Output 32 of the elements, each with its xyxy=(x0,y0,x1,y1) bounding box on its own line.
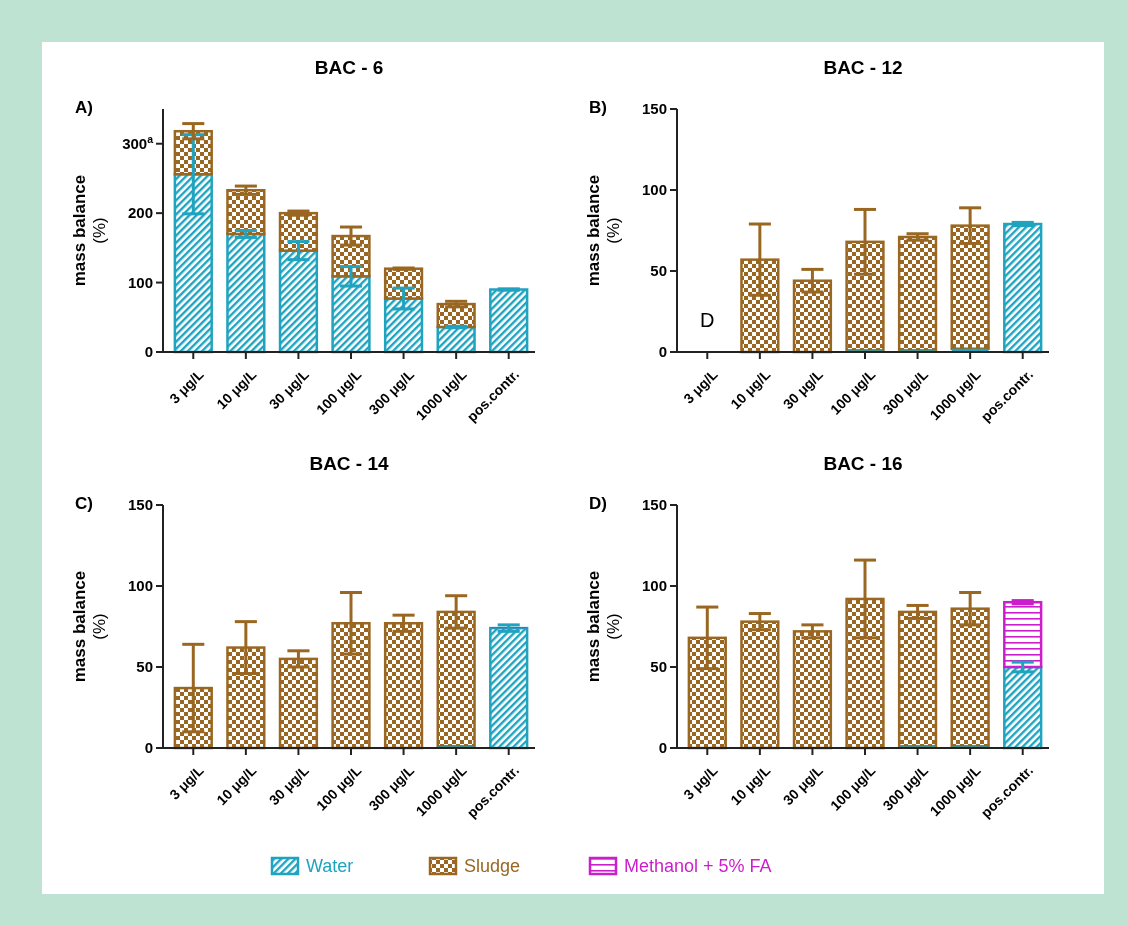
y-tick-label: 50 xyxy=(650,658,667,676)
annotation: D xyxy=(700,309,715,332)
y-tick-label: 100 xyxy=(641,181,667,199)
chart-title: BAC - 16 xyxy=(823,453,903,474)
y-tick-label: 50 xyxy=(136,658,153,676)
y-tick-label: 100 xyxy=(127,577,153,595)
legend-label: Methanol + 5% FA xyxy=(624,856,772,877)
text: D) xyxy=(589,494,607,513)
y-tick-label: 300$^{a}$ xyxy=(122,132,154,152)
y-axis-title: mass balance (%) xyxy=(584,570,623,683)
y-axis-title: mass balance (%) xyxy=(584,174,623,287)
chart-title: BAC - 12 xyxy=(823,57,903,78)
y-tick-label: 0 xyxy=(144,739,153,757)
y-tick-label: 0 xyxy=(658,343,667,361)
y-tick-label: 50 xyxy=(650,262,667,280)
y-axis-title: mass balance (%) xyxy=(70,570,109,683)
legend-label: Water xyxy=(306,856,354,877)
y-tick-label: 0 xyxy=(658,739,667,757)
chart-title: BAC - 6 xyxy=(314,57,384,78)
y-tick-label: 150 xyxy=(641,100,667,118)
y-axis-title: mass balance (%) xyxy=(70,174,109,287)
y-tick-label: 100 xyxy=(641,577,667,595)
chart-title: BAC - 14 xyxy=(309,453,390,474)
text: B) xyxy=(589,98,607,117)
y-tick-label: 200 xyxy=(127,204,153,222)
y-tick-label: 100 xyxy=(127,273,153,291)
text: A) xyxy=(75,98,93,117)
y-tick-label: 150 xyxy=(127,496,153,514)
text: C) xyxy=(75,494,93,513)
legend-label: Sludge xyxy=(464,856,521,877)
y-tick-label: 150 xyxy=(641,496,667,514)
y-tick-label: 0 xyxy=(144,343,153,361)
